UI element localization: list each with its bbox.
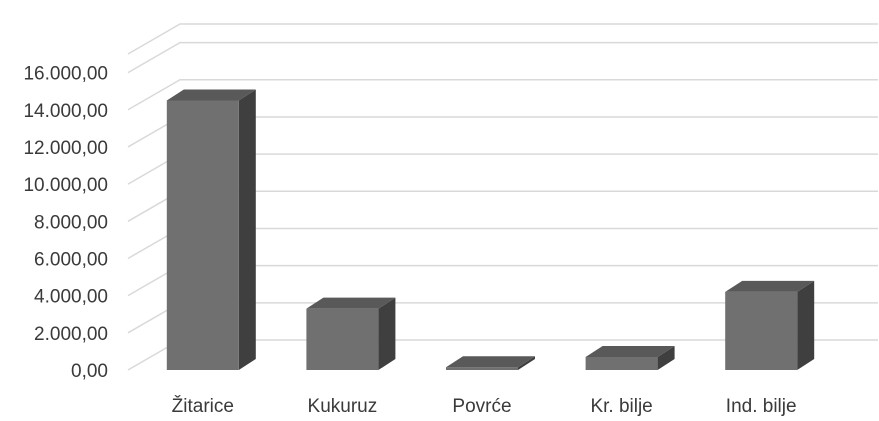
y-tick-label: 6.000,00	[34, 249, 108, 270]
bar-top-face	[446, 356, 535, 368]
bar	[725, 280, 815, 370]
x-category-label: Povrće	[452, 396, 511, 417]
gridline	[127, 41, 878, 74]
gridline	[127, 79, 878, 111]
bar-front-face	[446, 367, 518, 370]
bar	[446, 356, 535, 370]
bar-side-face	[518, 356, 535, 370]
bar	[166, 89, 256, 371]
x-axis-category-labels: Žitarice Kukuruz Povrće Kr. bilje Ind. bilje	[172, 395, 797, 417]
bar-top-face	[306, 297, 396, 309]
y-tick-label: 16.000,00	[23, 64, 108, 85]
y-axis-tick-labels: 0,00 2.000,00 4.000,00 6.000,00 8.000,00 10.0…	[23, 64, 108, 382]
bar-front-face	[585, 356, 658, 370]
bar-top-face	[166, 89, 256, 101]
y-tick-label: 4.000,00	[34, 287, 108, 308]
bar-front-face	[306, 308, 379, 370]
bar-front-face	[725, 291, 798, 370]
y-tick-label: 10.000,00	[23, 175, 108, 196]
y-tick-label: 14.000,00	[23, 101, 108, 122]
x-category-label: Kr. bilje	[590, 396, 652, 417]
x-category-label: Kukuruz	[308, 396, 378, 417]
bars	[166, 89, 815, 371]
gridline	[127, 23, 878, 55]
bar	[585, 345, 675, 370]
bar-side-face	[238, 89, 256, 371]
y-tick-label: 2.000,00	[34, 324, 108, 345]
y-tick-label: 8.000,00	[34, 212, 108, 233]
bar-side-face	[657, 345, 675, 370]
bar	[306, 297, 396, 370]
bar-top-face	[585, 345, 675, 357]
x-category-label: Ind. bilje	[726, 396, 797, 417]
bar-side-face	[797, 280, 815, 370]
bar-side-face	[378, 297, 396, 370]
y-tick-label: 12.000,00	[23, 138, 108, 159]
y-tick-label: 0,00	[71, 361, 108, 382]
bar-top-face	[725, 280, 815, 292]
bar-front-face	[166, 100, 239, 371]
x-category-label: Žitarice	[172, 395, 234, 417]
